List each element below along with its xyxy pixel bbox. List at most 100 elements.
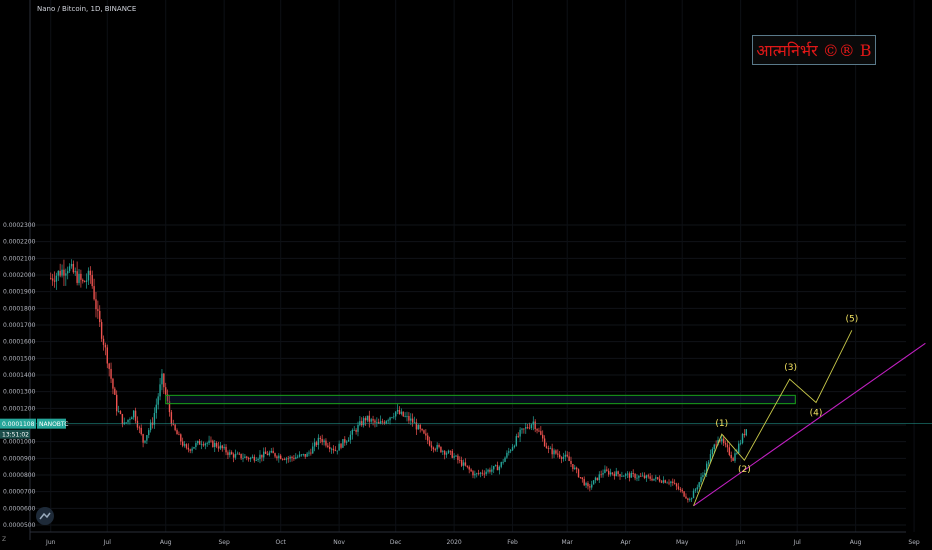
candle-body [587, 483, 589, 487]
candle-body [315, 442, 318, 445]
candle-body [709, 454, 712, 463]
candle-body [95, 299, 97, 310]
y-tick-label: 0.0001300 [3, 389, 36, 396]
candle-body [302, 454, 305, 455]
candle-body [359, 421, 361, 425]
candle-body [227, 452, 229, 455]
candle-body [504, 457, 506, 462]
candle-body [140, 427, 142, 435]
candle-body [185, 444, 188, 448]
candle-body [476, 473, 478, 475]
candle-body [212, 440, 214, 448]
candle-body [466, 465, 469, 467]
candle-body [649, 476, 651, 479]
candle-body [577, 469, 580, 478]
candle-body [257, 458, 259, 460]
axis-settings-button[interactable]: Z [2, 536, 7, 543]
candle-body [334, 450, 337, 452]
candle-body [626, 473, 629, 475]
x-tick-label: Jul [103, 539, 112, 546]
candle-body [494, 465, 497, 467]
candle-body [694, 489, 697, 491]
candle-body [206, 442, 208, 444]
candle-body [479, 472, 482, 474]
candle-body [372, 419, 374, 421]
candle-body [246, 456, 248, 458]
candle-body [306, 453, 308, 457]
candle-body [528, 427, 531, 429]
candle-body [496, 465, 499, 471]
candle-body [515, 436, 518, 446]
candle-body [677, 486, 680, 490]
candle-body [251, 456, 254, 458]
candle-body [506, 452, 508, 458]
x-tick-label: Sep [218, 539, 230, 546]
candle-body [540, 431, 542, 435]
candle-body [487, 469, 489, 472]
candle-body [278, 455, 280, 459]
candle-body [572, 464, 574, 470]
candle-body [542, 434, 544, 439]
y-axis: 0.0000500 0.0000600 0.0000700 0.0000800 0.00… [3, 0, 36, 540]
candle-body [468, 466, 470, 470]
candle-body [285, 458, 288, 460]
candle-body [379, 421, 382, 424]
candle-body [410, 418, 412, 421]
candle-body [732, 458, 734, 461]
candle-body [643, 475, 646, 479]
candle-body [165, 387, 167, 395]
candle-body [607, 470, 610, 475]
candle-body [604, 469, 606, 474]
candle-body [161, 373, 163, 385]
wave-label: (4) [810, 409, 823, 419]
tradingview-logo-icon[interactable] [36, 507, 54, 525]
candle-body [459, 459, 461, 461]
candle-body [87, 270, 90, 281]
candle-body [393, 416, 395, 418]
candle-body [153, 413, 156, 425]
candle-body [287, 458, 289, 460]
candle-body [408, 416, 410, 421]
x-tick-label: Aug [850, 539, 862, 546]
candle-body [609, 472, 612, 475]
candle-body [706, 463, 708, 474]
candle-body [244, 456, 246, 458]
candle-body [430, 445, 433, 448]
candle-body [585, 483, 587, 486]
x-tick-label: Mar [562, 539, 574, 546]
y-tick-label: 0.0001200 [3, 405, 36, 412]
symbol-tag-box [37, 418, 66, 429]
candle-body [707, 462, 710, 464]
candle-body [134, 410, 137, 421]
candle-body [460, 460, 463, 466]
candle-body [545, 446, 548, 449]
candle-body [253, 456, 256, 461]
candle-body [97, 309, 99, 311]
candle-body [675, 483, 678, 487]
price-tag: 0.0001108 NANOBTC 13:51:02 [0, 418, 68, 439]
candle-body [163, 373, 165, 388]
candle-body [55, 275, 58, 282]
candle-body [232, 454, 235, 458]
y-tick-label: 0.0001700 [3, 322, 36, 329]
candle-body [80, 273, 82, 280]
candle-body [263, 451, 265, 458]
candle-body [425, 433, 427, 436]
candlestick-series [50, 259, 747, 503]
candle-body [638, 475, 640, 478]
candle-body [530, 424, 533, 429]
candle-body [519, 429, 521, 437]
candle-body [700, 477, 702, 483]
candle-body [602, 473, 604, 475]
candle-body [274, 453, 276, 457]
candle-body [53, 280, 56, 282]
candle-body [366, 415, 369, 421]
wave-label: (2) [738, 465, 751, 475]
candle-body [432, 447, 435, 450]
candle-body [223, 446, 225, 449]
candle-body [741, 433, 744, 443]
candle-body [116, 394, 118, 412]
candle-body [272, 450, 274, 454]
candle-body [57, 270, 59, 276]
